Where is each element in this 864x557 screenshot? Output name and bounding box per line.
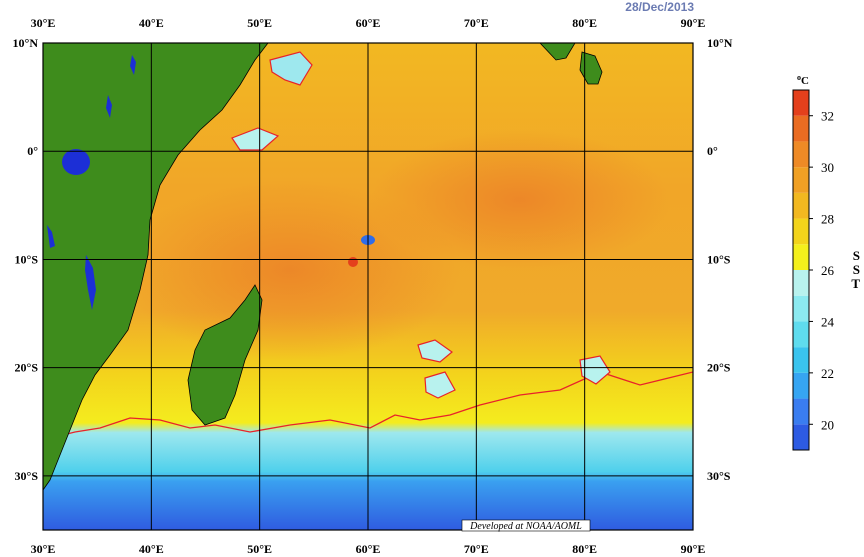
colorbar-tick-label: 22 [821, 366, 834, 381]
lon-label-bottom: 80°E [572, 542, 597, 556]
colorbar-tick-label: 24 [821, 314, 835, 329]
sst-26-contour [417, 339, 453, 363]
sst-26-contour [579, 355, 611, 385]
colorbar-tick-label: 32 [821, 109, 834, 124]
lon-label-bottom: 50°E [247, 542, 272, 556]
lat-label-left: 10°S [15, 252, 39, 266]
colorbar-bands [793, 90, 809, 450]
colorbar-unit: oC [797, 73, 809, 87]
map-date: 28/Dec/2013 [625, 0, 694, 14]
sst-26-contour [424, 371, 456, 399]
lon-label-top: 30°E [31, 16, 56, 30]
cool-patch [231, 127, 280, 151]
colorbar-tick-label: 26 [821, 263, 835, 278]
colorbar-title-letter: S [853, 248, 860, 263]
colorbar-band [793, 167, 809, 193]
warm-region [120, 180, 460, 360]
lat-label-right: 0° [707, 144, 718, 158]
colorbar-ticks: 32 30 28 26 24 22 20 [809, 109, 835, 432]
lat-label-right: 10°N [707, 36, 733, 50]
lon-label-bottom: 90°E [681, 542, 706, 556]
warm-eddy [348, 257, 358, 267]
lon-label-top: 40°E [139, 16, 164, 30]
lat-label-left: 10°N [13, 36, 39, 50]
credit-text: Developed at NOAA/AOML [469, 521, 582, 532]
colorbar-tick-label: 20 [821, 417, 834, 432]
lake-malawi [85, 255, 96, 310]
lon-label-top: 60°E [356, 16, 381, 30]
colorbar-band [793, 321, 809, 348]
lon-label-top: 50°E [247, 16, 272, 30]
credit-box: Developed at NOAA/AOML [461, 519, 591, 532]
lake-tanganyika [47, 225, 55, 248]
lake-turkana [106, 95, 112, 118]
cool-patch [269, 51, 313, 86]
colorbar-band [793, 192, 809, 219]
lon-label-top: 70°E [464, 16, 489, 30]
colorbar: oC 32 30 28 26 24 22 20 S S T [792, 73, 860, 451]
india-landmass [539, 43, 576, 61]
lake-victoria [62, 149, 90, 175]
africa-landmass [43, 43, 269, 491]
colorbar-tick-label: 28 [821, 212, 834, 227]
lat-label-right: 10°S [707, 252, 731, 266]
colorbar-band [793, 141, 809, 168]
lon-label-bottom: 70°E [464, 542, 489, 556]
lon-label-top: 80°E [572, 16, 597, 30]
colorbar-unit-superscript: o [797, 73, 801, 82]
colorbar-band [793, 347, 809, 373]
lon-label-bottom: 40°E [139, 542, 164, 556]
sri-lanka-landmass [579, 51, 603, 85]
warm-region [370, 130, 670, 270]
lon-label-bottom: 60°E [356, 542, 381, 556]
colorbar-band [793, 244, 809, 270]
colorbar-title-letter: S [853, 262, 860, 277]
colorbar-band [793, 295, 809, 322]
colorbar-tick-label: 30 [821, 160, 834, 175]
plot-frame [42, 42, 694, 531]
colorbar-band [793, 115, 809, 142]
sst-26-contour [43, 371, 693, 441]
colorbar-title-letter: T [851, 276, 860, 291]
colorbar-band [793, 90, 809, 116]
colorbar-band [793, 424, 809, 450]
lat-label-right: 30°S [707, 469, 731, 483]
lat-label-left: 20°S [15, 361, 39, 375]
lon-label-bottom: 30°E [31, 542, 56, 556]
colorbar-band [793, 398, 809, 425]
madagascar-landmass [187, 284, 263, 426]
colorbar-band [793, 270, 809, 296]
axis-labels: 30°E 30°E 40°E 40°E 50°E 50°E 60°E 60°E 70°E 70°E… [13, 16, 733, 556]
colorbar-band [793, 218, 809, 245]
lake-abaya [130, 55, 136, 75]
lat-label-right: 20°S [707, 361, 731, 375]
lat-label-left: 30°S [15, 469, 39, 483]
lat-label-left: 0° [27, 144, 38, 158]
colorbar-unit-letter: C [801, 75, 809, 87]
colorbar-band [793, 372, 809, 399]
lon-label-top: 90°E [681, 16, 706, 30]
